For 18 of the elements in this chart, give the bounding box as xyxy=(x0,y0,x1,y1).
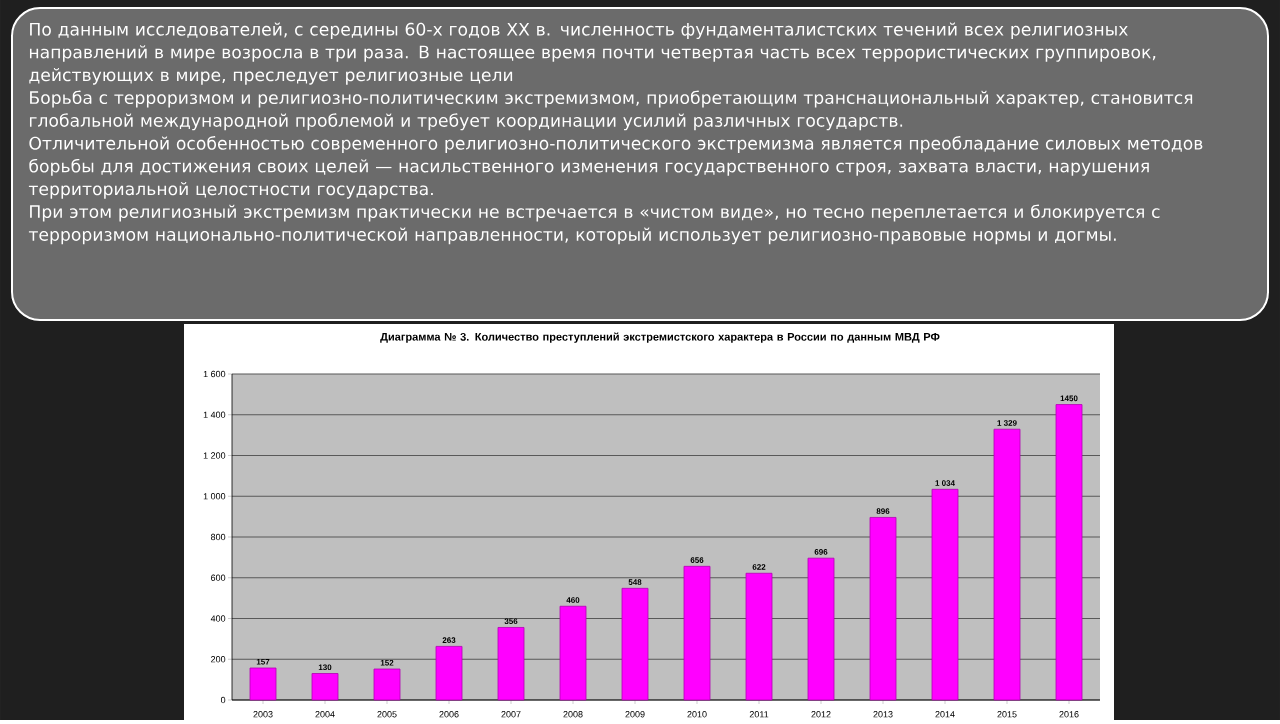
bar xyxy=(497,627,525,701)
text: Борьба с терроризмом и религиозно-политическим экстремизмом, приобретающим транснациональный характер, становится глобальной международной проблемой и требует координации усилий различных государств. xyxy=(29,90,1193,131)
bar xyxy=(869,517,897,701)
bar xyxy=(683,565,711,701)
bar xyxy=(1055,404,1083,701)
bar xyxy=(311,673,339,701)
text: Отличительной особенностью современного религиозно-политического экстремизма является преобладание силовых методов борьбы для достижения своих целей — насильственного изменения государственного строя, захвата власти, нарушения территориальной целостности государства. xyxy=(28,136,1203,199)
bar xyxy=(807,557,835,701)
bar xyxy=(373,668,401,701)
bar xyxy=(435,645,463,701)
bar xyxy=(249,667,277,701)
text: По данным исследователей, с середины 60-х годов XX в. численность фундаменталистских течений всех религиозных направлений в мире возросла в три раза. В настоящее время почти четвертая часть всех террористических группировок, действующих в мире, преследует религиозные цели xyxy=(29,22,1156,85)
bar xyxy=(993,428,1021,701)
bar xyxy=(745,572,773,701)
bar xyxy=(621,587,649,701)
bar xyxy=(559,605,587,701)
text: При этом религиозный экстремизм практически не встречается в «чистом виде», но тесно переплетается и блокируется с терроризмом национально-политической направленности, который использует религиозно-правовые нормы и догмы. xyxy=(28,204,1160,245)
bar xyxy=(931,488,959,701)
